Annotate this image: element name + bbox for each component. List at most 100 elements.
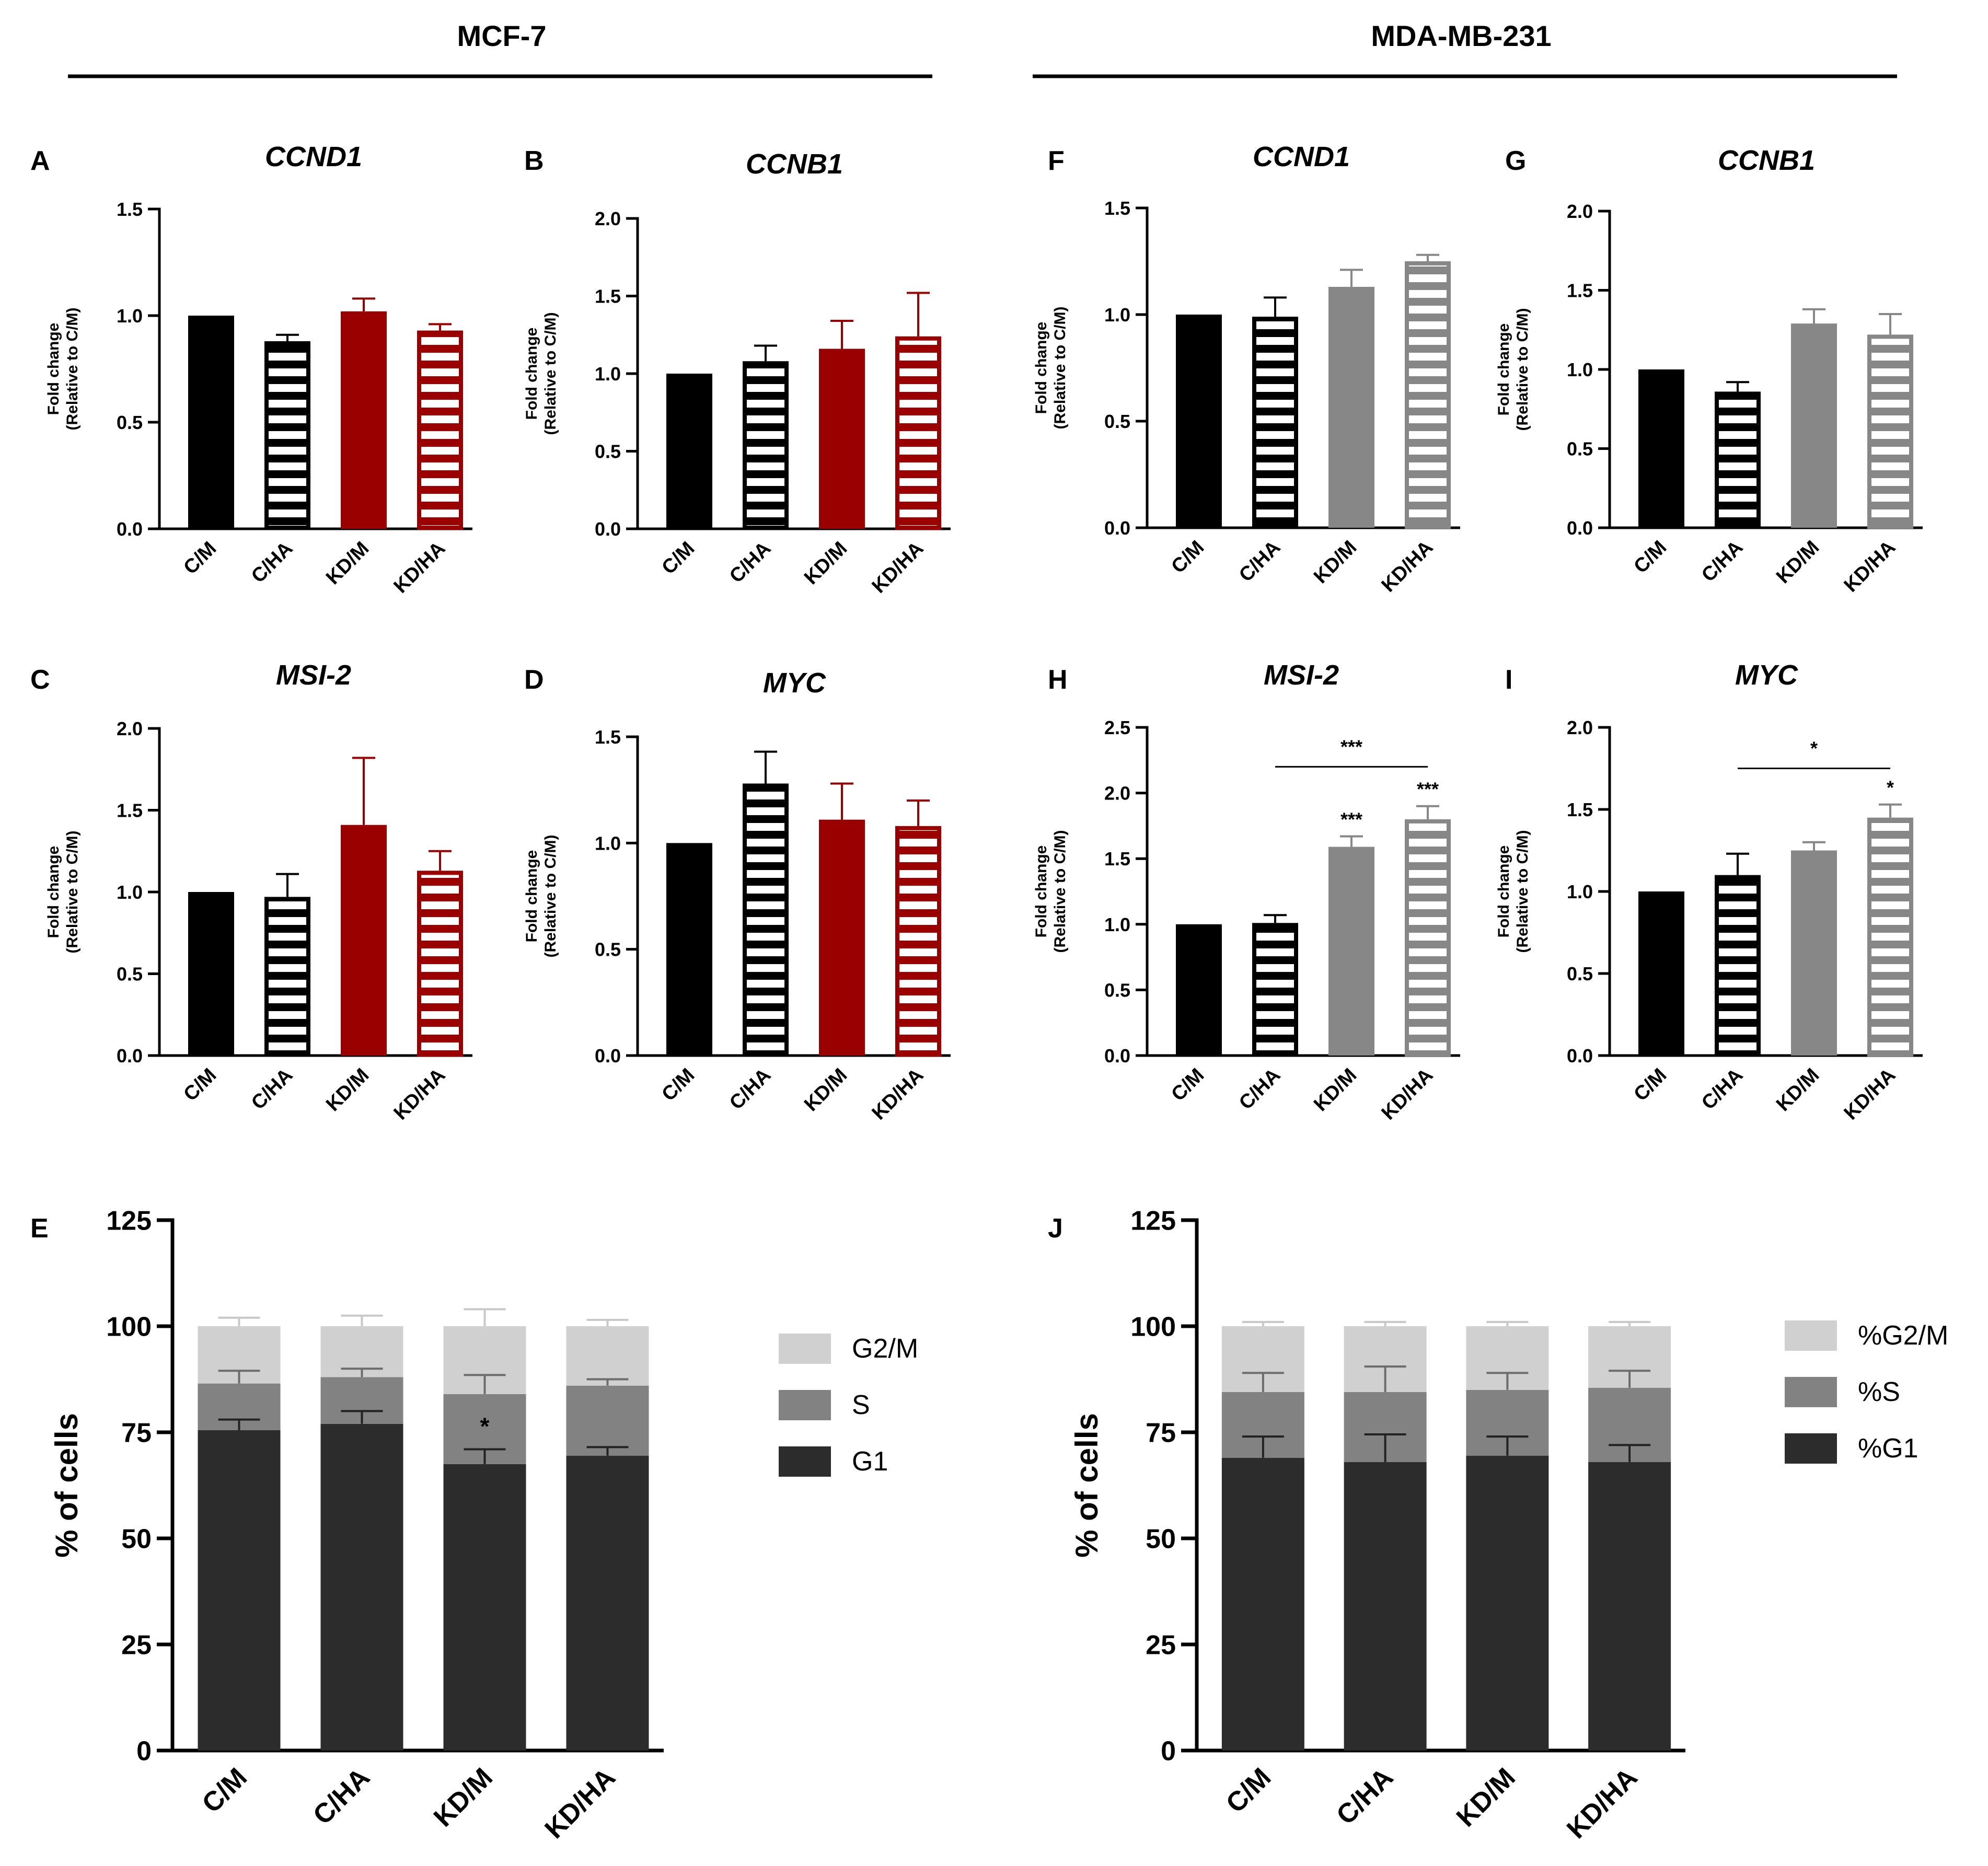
bar bbox=[188, 316, 234, 529]
panel-title: CCNB1 bbox=[746, 148, 843, 180]
panel-letter: F bbox=[1048, 146, 1065, 176]
bar bbox=[1252, 317, 1298, 529]
bar bbox=[1715, 875, 1761, 1057]
y-tick-label: 2.0 bbox=[1567, 201, 1593, 222]
y-tick-label: 1.0 bbox=[595, 832, 621, 854]
panel-letter: C bbox=[30, 665, 50, 695]
stack-segment-g1 bbox=[443, 1464, 526, 1751]
y-axis-label-line1: Fold change bbox=[1033, 845, 1050, 938]
y-axis-label: Fold change (Relative to C/M) bbox=[45, 830, 81, 953]
y-tick-label: 0.5 bbox=[117, 412, 143, 433]
x-tick-label: C/HA bbox=[1235, 1064, 1285, 1114]
y-tick-label: 2.0 bbox=[1104, 783, 1130, 804]
panel-title: MYC bbox=[763, 667, 826, 699]
bar bbox=[417, 871, 463, 1057]
x-tick-label: C/HA bbox=[1331, 1762, 1399, 1830]
y-axis-label-line2: (Relative to C/M) bbox=[542, 312, 559, 435]
stack-segment-g1 bbox=[198, 1430, 281, 1751]
y-axis-label-line1: Fold change bbox=[1495, 323, 1512, 416]
panel-letter: I bbox=[1505, 665, 1512, 695]
y-tick-label: 0.5 bbox=[595, 939, 621, 960]
x-tick-label: KD/HA bbox=[1561, 1762, 1643, 1844]
y-axis-label: Fold change (Relative to C/M) bbox=[523, 835, 559, 957]
legend-swatch bbox=[1785, 1377, 1837, 1407]
legend-label: %S bbox=[1858, 1377, 1900, 1407]
panel-e: 0 25 50 75 100 125 E % of cells C/M C/HA KD/M * KD/H… bbox=[30, 1206, 918, 1845]
x-tick-label: C/HA bbox=[725, 1064, 775, 1114]
bar bbox=[1867, 817, 1913, 1057]
y-tick-label: 0.5 bbox=[1567, 438, 1593, 459]
panel-title: CCND1 bbox=[1253, 141, 1350, 172]
legend-swatch bbox=[779, 1334, 831, 1364]
bar bbox=[1176, 315, 1222, 528]
legend-swatch bbox=[1785, 1320, 1837, 1351]
y-tick-label: 0.0 bbox=[1104, 1045, 1130, 1067]
panel-letter: G bbox=[1505, 146, 1526, 176]
y-tick-label: 1.5 bbox=[595, 285, 621, 307]
x-tick-label: KD/M bbox=[1772, 537, 1823, 588]
y-axis-label-line2: (Relative to C/M) bbox=[1514, 830, 1531, 953]
y-tick-label: 100 bbox=[1130, 1312, 1176, 1342]
y-tick-label: 50 bbox=[1146, 1524, 1176, 1555]
x-tick-label: KD/M bbox=[800, 1064, 851, 1116]
y-axis-label-line2: (Relative to C/M) bbox=[64, 830, 81, 953]
panel-title: MSI-2 bbox=[1264, 659, 1339, 691]
y-tick-label: 0.0 bbox=[117, 518, 143, 540]
x-tick-label: C/HA bbox=[1697, 1064, 1747, 1114]
y-axis-label-line1: Fold change bbox=[523, 850, 540, 943]
legend-label: S bbox=[852, 1390, 870, 1420]
x-tick-label: KD/M bbox=[1310, 1064, 1361, 1116]
y-tick-label: 75 bbox=[121, 1418, 152, 1448]
panel-j: 0 25 50 75 100 125 J % of cells C/M C/HA KD/M KD/HA… bbox=[1048, 1206, 1948, 1845]
y-tick-label: 1.5 bbox=[1104, 848, 1130, 870]
y-tick-label: 1.5 bbox=[595, 726, 621, 748]
y-tick-label: 2.0 bbox=[595, 208, 621, 229]
bar bbox=[1715, 391, 1761, 529]
y-tick-label: 50 bbox=[121, 1524, 152, 1555]
bar bbox=[1867, 334, 1913, 529]
y-tick-label: 1.0 bbox=[595, 363, 621, 385]
y-tick-label: 0.0 bbox=[1567, 1045, 1593, 1067]
y-axis-label-line2: (Relative to C/M) bbox=[542, 835, 559, 957]
panel-letter: J bbox=[1048, 1213, 1063, 1244]
y-tick-label: 0.0 bbox=[595, 518, 621, 540]
bar bbox=[819, 349, 865, 529]
panel-title: CCND1 bbox=[265, 141, 362, 172]
panel-i: 0.0 0.5 1.0 1.5 2.0 I MYC Fold change (Relative … bbox=[1495, 659, 1923, 1124]
bar bbox=[895, 826, 941, 1057]
bar bbox=[743, 783, 789, 1057]
y-tick-label: 0.5 bbox=[1104, 979, 1130, 1001]
y-tick-label: 100 bbox=[106, 1312, 152, 1342]
y-axis-label-line1: Fold change bbox=[1495, 845, 1512, 938]
panel-d: 0.0 0.5 1.0 1.5 D MYC Fold change (Relative to … bbox=[523, 665, 951, 1124]
y-tick-label: 125 bbox=[106, 1206, 152, 1236]
x-tick-label: C/M bbox=[1167, 537, 1208, 578]
y-axis-label-line2: (Relative to C/M) bbox=[64, 307, 81, 430]
y-tick-label: 1.0 bbox=[117, 882, 143, 903]
y-axis-label-line1: Fold change bbox=[1033, 322, 1050, 414]
bar bbox=[1328, 286, 1374, 528]
bar bbox=[1791, 850, 1837, 1056]
panel-letter: H bbox=[1048, 665, 1068, 695]
y-axis-label: % of cells bbox=[49, 1413, 84, 1558]
x-tick-label: KD/M bbox=[1772, 1064, 1823, 1116]
significance-label: *** bbox=[1417, 779, 1439, 800]
panel-letter: E bbox=[30, 1213, 49, 1244]
x-tick-label: C/M bbox=[1629, 1064, 1671, 1106]
y-tick-label: 0.5 bbox=[595, 441, 621, 462]
y-axis-label-line1: Fold change bbox=[45, 323, 62, 415]
x-tick-label: KD/HA bbox=[868, 538, 928, 598]
x-tick-label: KD/HA bbox=[1378, 1064, 1438, 1125]
bar bbox=[1176, 924, 1222, 1056]
y-tick-label: 0.5 bbox=[1567, 963, 1593, 984]
stack-segment-g1 bbox=[1588, 1462, 1671, 1751]
bar bbox=[1405, 261, 1451, 529]
bar bbox=[1252, 923, 1298, 1057]
y-tick-label: 1.0 bbox=[1567, 881, 1593, 902]
legend-label: %G2/M bbox=[1858, 1320, 1948, 1351]
bar bbox=[341, 311, 387, 529]
y-tick-label: 1.0 bbox=[1104, 304, 1130, 326]
x-tick-label: C/M bbox=[1167, 1064, 1208, 1106]
y-axis-label: Fold change (Relative to C/M) bbox=[1495, 308, 1531, 431]
